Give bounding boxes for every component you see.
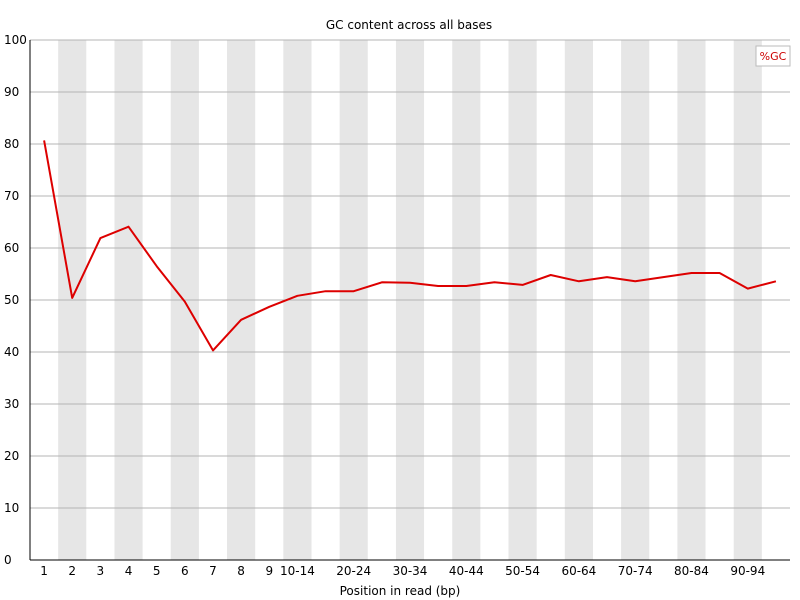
legend-entry-gc: %GC bbox=[760, 50, 787, 63]
x-tick-label-30-34: 30-34 bbox=[393, 564, 428, 578]
x-tick-label-1: 1 bbox=[40, 564, 48, 578]
y-tick-label-80: 80 bbox=[4, 137, 19, 151]
x-tick-label-10-14: 10-14 bbox=[280, 564, 315, 578]
x-tick-label-4: 4 bbox=[125, 564, 133, 578]
y-tick-label-0: 0 bbox=[4, 553, 12, 567]
axes bbox=[29, 40, 790, 561]
x-tick-label-20-24: 20-24 bbox=[336, 564, 371, 578]
x-tick-label-8: 8 bbox=[237, 564, 245, 578]
legend: %GC bbox=[755, 45, 791, 67]
y-tick-label-10: 10 bbox=[4, 501, 19, 515]
series-layer bbox=[43, 140, 777, 352]
y-tick-label-20: 20 bbox=[4, 449, 19, 463]
x-tick-label-2: 2 bbox=[68, 564, 76, 578]
y-tick-label-60: 60 bbox=[4, 241, 19, 255]
y-tick-label-70: 70 bbox=[4, 189, 19, 203]
x-tick-label-3: 3 bbox=[97, 564, 105, 578]
x-tick-label-80-84: 80-84 bbox=[674, 564, 709, 578]
y-tick-label-30: 30 bbox=[4, 397, 19, 411]
horizontal-gridlines bbox=[30, 39, 790, 509]
y-axis-ticks: 0 10 20 30 40 50 60 70 80 90 100 bbox=[4, 33, 27, 567]
y-tick-label-50: 50 bbox=[4, 293, 19, 307]
x-tick-label-7: 7 bbox=[209, 564, 217, 578]
y-tick-label-40: 40 bbox=[4, 345, 19, 359]
x-tick-label-9: 9 bbox=[265, 564, 273, 578]
y-tick-label-100: 100 bbox=[4, 33, 27, 47]
x-tick-label-40-44: 40-44 bbox=[449, 564, 484, 578]
x-tick-label-6: 6 bbox=[181, 564, 189, 578]
x-tick-label-5: 5 bbox=[153, 564, 161, 578]
x-axis-ticks: 1 2 3 4 5 6 7 8 9 10-14 20-24 30-34 40-44 50-54 60-64 7… bbox=[40, 564, 765, 578]
x-tick-label-70-74: 70-74 bbox=[618, 564, 653, 578]
x-tick-label-60-64: 60-64 bbox=[561, 564, 596, 578]
legend-box bbox=[755, 45, 791, 67]
x-tick-label-90-94: 90-94 bbox=[730, 564, 765, 578]
y-tick-label-90: 90 bbox=[4, 85, 19, 99]
x-axis-label: Position in read (bp) bbox=[340, 584, 461, 598]
chart-title: GC content across all bases bbox=[326, 18, 492, 32]
x-tick-label-50-54: 50-54 bbox=[505, 564, 540, 578]
